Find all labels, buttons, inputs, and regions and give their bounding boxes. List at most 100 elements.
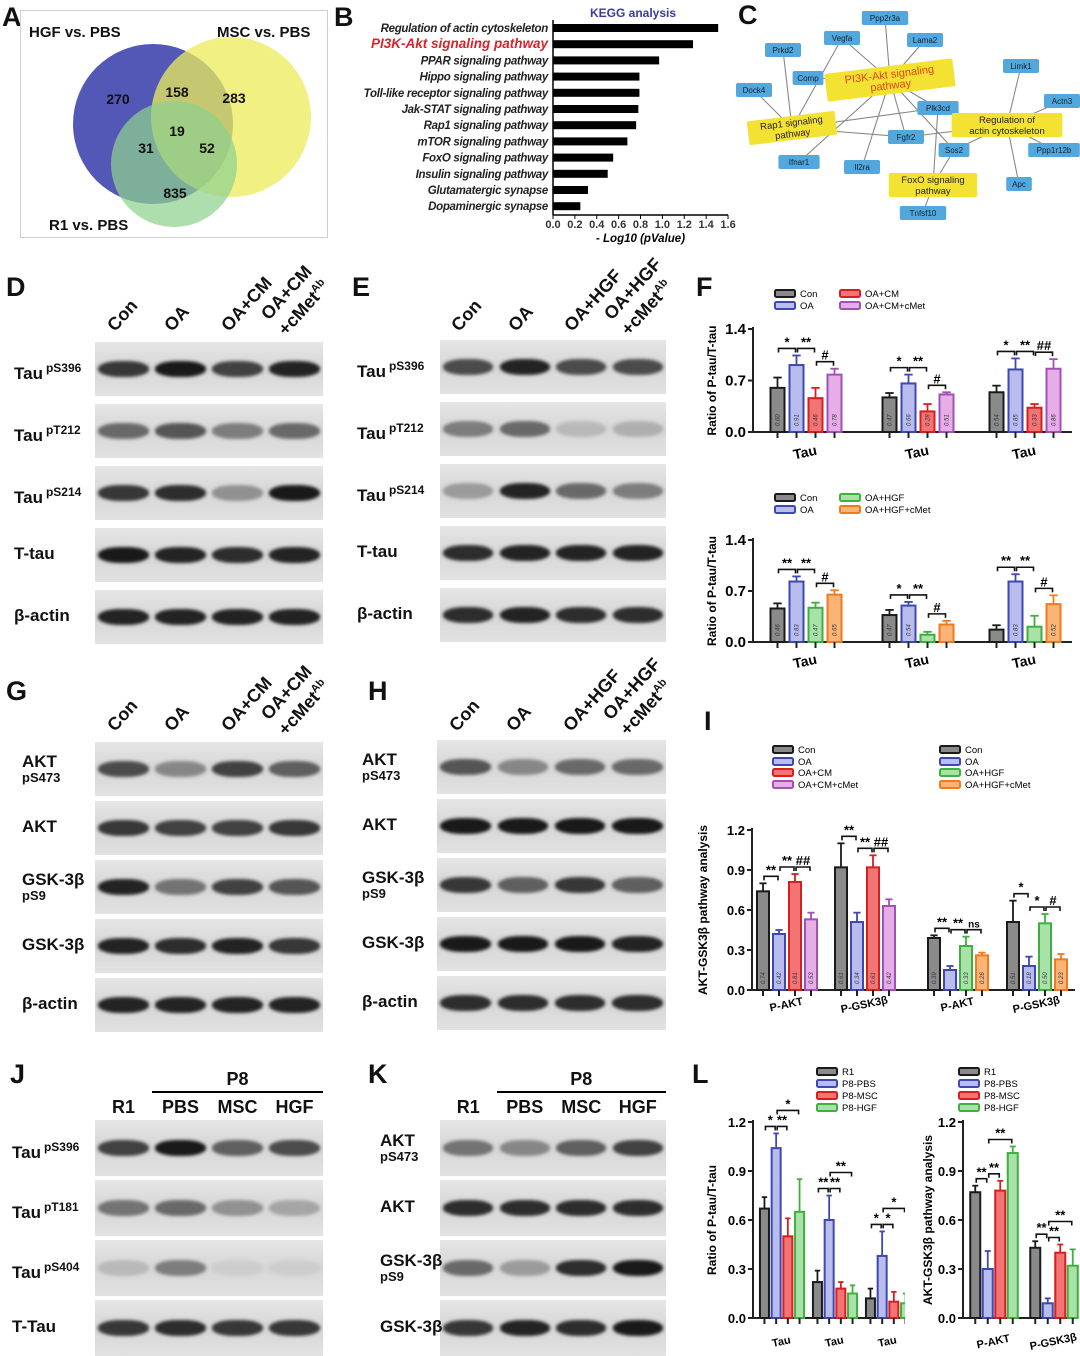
x-group-label: Tau bbox=[1011, 442, 1038, 463]
gene-node-label: Prkd2 bbox=[773, 46, 794, 55]
venn-circle-r1 bbox=[111, 101, 237, 227]
protein-band bbox=[269, 423, 320, 439]
significance-label: ** bbox=[860, 834, 871, 849]
blot-row-label: Tau pS396 bbox=[12, 1138, 79, 1162]
significance-label: ** bbox=[782, 555, 793, 570]
significance-bracket bbox=[987, 1138, 1013, 1144]
protein-band bbox=[556, 483, 607, 499]
protein-band bbox=[212, 997, 263, 1013]
bar bbox=[1006, 1152, 1019, 1319]
row-label-text: T-Tau bbox=[12, 1317, 57, 1336]
protein-band bbox=[155, 423, 206, 439]
row-label-text: GSK-3β bbox=[22, 870, 85, 889]
venn-count-hgf-r1: 31 bbox=[138, 140, 154, 156]
blot-row-label: GSK-3β bbox=[362, 934, 424, 952]
significance-label: ** bbox=[766, 862, 777, 877]
network-node-actn3: Actn3 bbox=[1044, 94, 1080, 108]
protein-band bbox=[612, 877, 663, 893]
lane-header: MSC bbox=[218, 1097, 258, 1118]
category-label: Dopaminergic synapse bbox=[428, 201, 549, 213]
bar bbox=[864, 1297, 876, 1319]
bar bbox=[811, 1281, 823, 1319]
blot-strip bbox=[95, 1300, 323, 1356]
venn-count-hgf-only: 270 bbox=[106, 91, 130, 107]
bar bbox=[988, 628, 1005, 644]
blot-strip bbox=[440, 464, 666, 518]
bar-value-label: 0.46 bbox=[814, 414, 820, 426]
protein-band bbox=[497, 759, 549, 775]
blot-strip bbox=[95, 404, 323, 458]
bar bbox=[900, 1302, 905, 1320]
lane-header: OA+CM +cMetAb bbox=[257, 662, 333, 739]
row-label-text: Tau bbox=[357, 424, 386, 443]
row-label-sup: pS214 bbox=[388, 483, 425, 497]
protein-band bbox=[269, 997, 320, 1013]
venn-count-all: 19 bbox=[169, 123, 185, 139]
blot-row-label: T-tau bbox=[357, 543, 398, 561]
significance-label: ** bbox=[913, 354, 924, 369]
blot-row-label: β-actin bbox=[357, 605, 413, 623]
gene-node-label: Plk3cd bbox=[926, 104, 950, 113]
legend-label: R1 bbox=[842, 1067, 854, 1078]
lane-header-text: MSC bbox=[561, 1097, 602, 1117]
gene-node-box bbox=[861, 11, 909, 25]
legend-label: Con bbox=[798, 745, 815, 756]
significance-bracket bbox=[927, 384, 947, 390]
row-label-text: AKT bbox=[380, 1197, 415, 1216]
row-label-text: Tau bbox=[14, 364, 43, 383]
category-label: FoxO signaling pathway bbox=[422, 153, 549, 165]
significance-bracket bbox=[996, 350, 1016, 356]
legend-swatch bbox=[839, 289, 861, 298]
significance-label: ns bbox=[968, 920, 980, 931]
bar-value-label: 0.60 bbox=[776, 414, 782, 426]
network-node-plk3cd: Plk3cd bbox=[917, 101, 959, 115]
bar-value-label: 0.47 bbox=[814, 624, 820, 636]
significance-label: ** bbox=[1049, 1224, 1060, 1239]
significance-label: # bbox=[1040, 574, 1048, 589]
y-tick-label: 0.0 bbox=[725, 634, 746, 651]
blot-row-label: β-actin bbox=[22, 995, 78, 1013]
x-group-label: P-AKT bbox=[976, 1333, 1012, 1352]
gene-node-label: Sos2 bbox=[945, 146, 964, 155]
bar bbox=[1066, 1264, 1079, 1320]
blot-strip bbox=[95, 342, 323, 396]
blot-strip bbox=[440, 1120, 666, 1176]
legend-label: OA bbox=[798, 757, 812, 768]
venn-count-r1-only: 835 bbox=[163, 185, 187, 201]
protein-band bbox=[499, 1320, 550, 1336]
protein-band bbox=[269, 879, 320, 895]
protein-band bbox=[443, 607, 494, 623]
protein-band bbox=[155, 1140, 206, 1156]
row-label-text: β-actin bbox=[357, 604, 413, 623]
bar-value-label: 0.61 bbox=[871, 972, 877, 984]
x-tick-label: 0.2 bbox=[567, 219, 582, 231]
legend-swatch bbox=[772, 745, 794, 754]
y-axis-label: Ratio of P-tau/T-tau bbox=[705, 326, 719, 436]
blot-strip bbox=[437, 976, 666, 1030]
gene-node-box bbox=[1003, 59, 1039, 73]
blot-strip bbox=[95, 742, 323, 796]
legend-label: Con bbox=[965, 745, 982, 756]
x-group-label: P-GSK3β bbox=[840, 994, 889, 1016]
significance-bracket bbox=[1035, 1233, 1048, 1239]
significance-label: # bbox=[821, 569, 829, 584]
blot-strip bbox=[440, 340, 666, 394]
significance-bracket bbox=[975, 1177, 988, 1183]
category-label: Regulation of actin cytoskeleton bbox=[381, 23, 549, 35]
significance-label: ## bbox=[874, 834, 889, 849]
blot-row-label: GSK-3β pS9 bbox=[362, 869, 424, 901]
lane-header: OA bbox=[160, 302, 193, 335]
protein-band bbox=[556, 359, 607, 375]
bar-value-label: 0.42 bbox=[887, 972, 893, 984]
row-label-text: GSK-3β bbox=[380, 1251, 443, 1270]
protein-band bbox=[269, 1260, 320, 1276]
significance-bracket bbox=[1015, 350, 1035, 356]
protein-band bbox=[212, 761, 263, 777]
row-label-sup: pS396 bbox=[45, 361, 82, 375]
protein-band bbox=[212, 361, 263, 377]
x-group-label: Tau bbox=[904, 651, 931, 672]
bar-4 bbox=[553, 88, 640, 97]
lane-header-text: HGF bbox=[618, 1097, 657, 1117]
